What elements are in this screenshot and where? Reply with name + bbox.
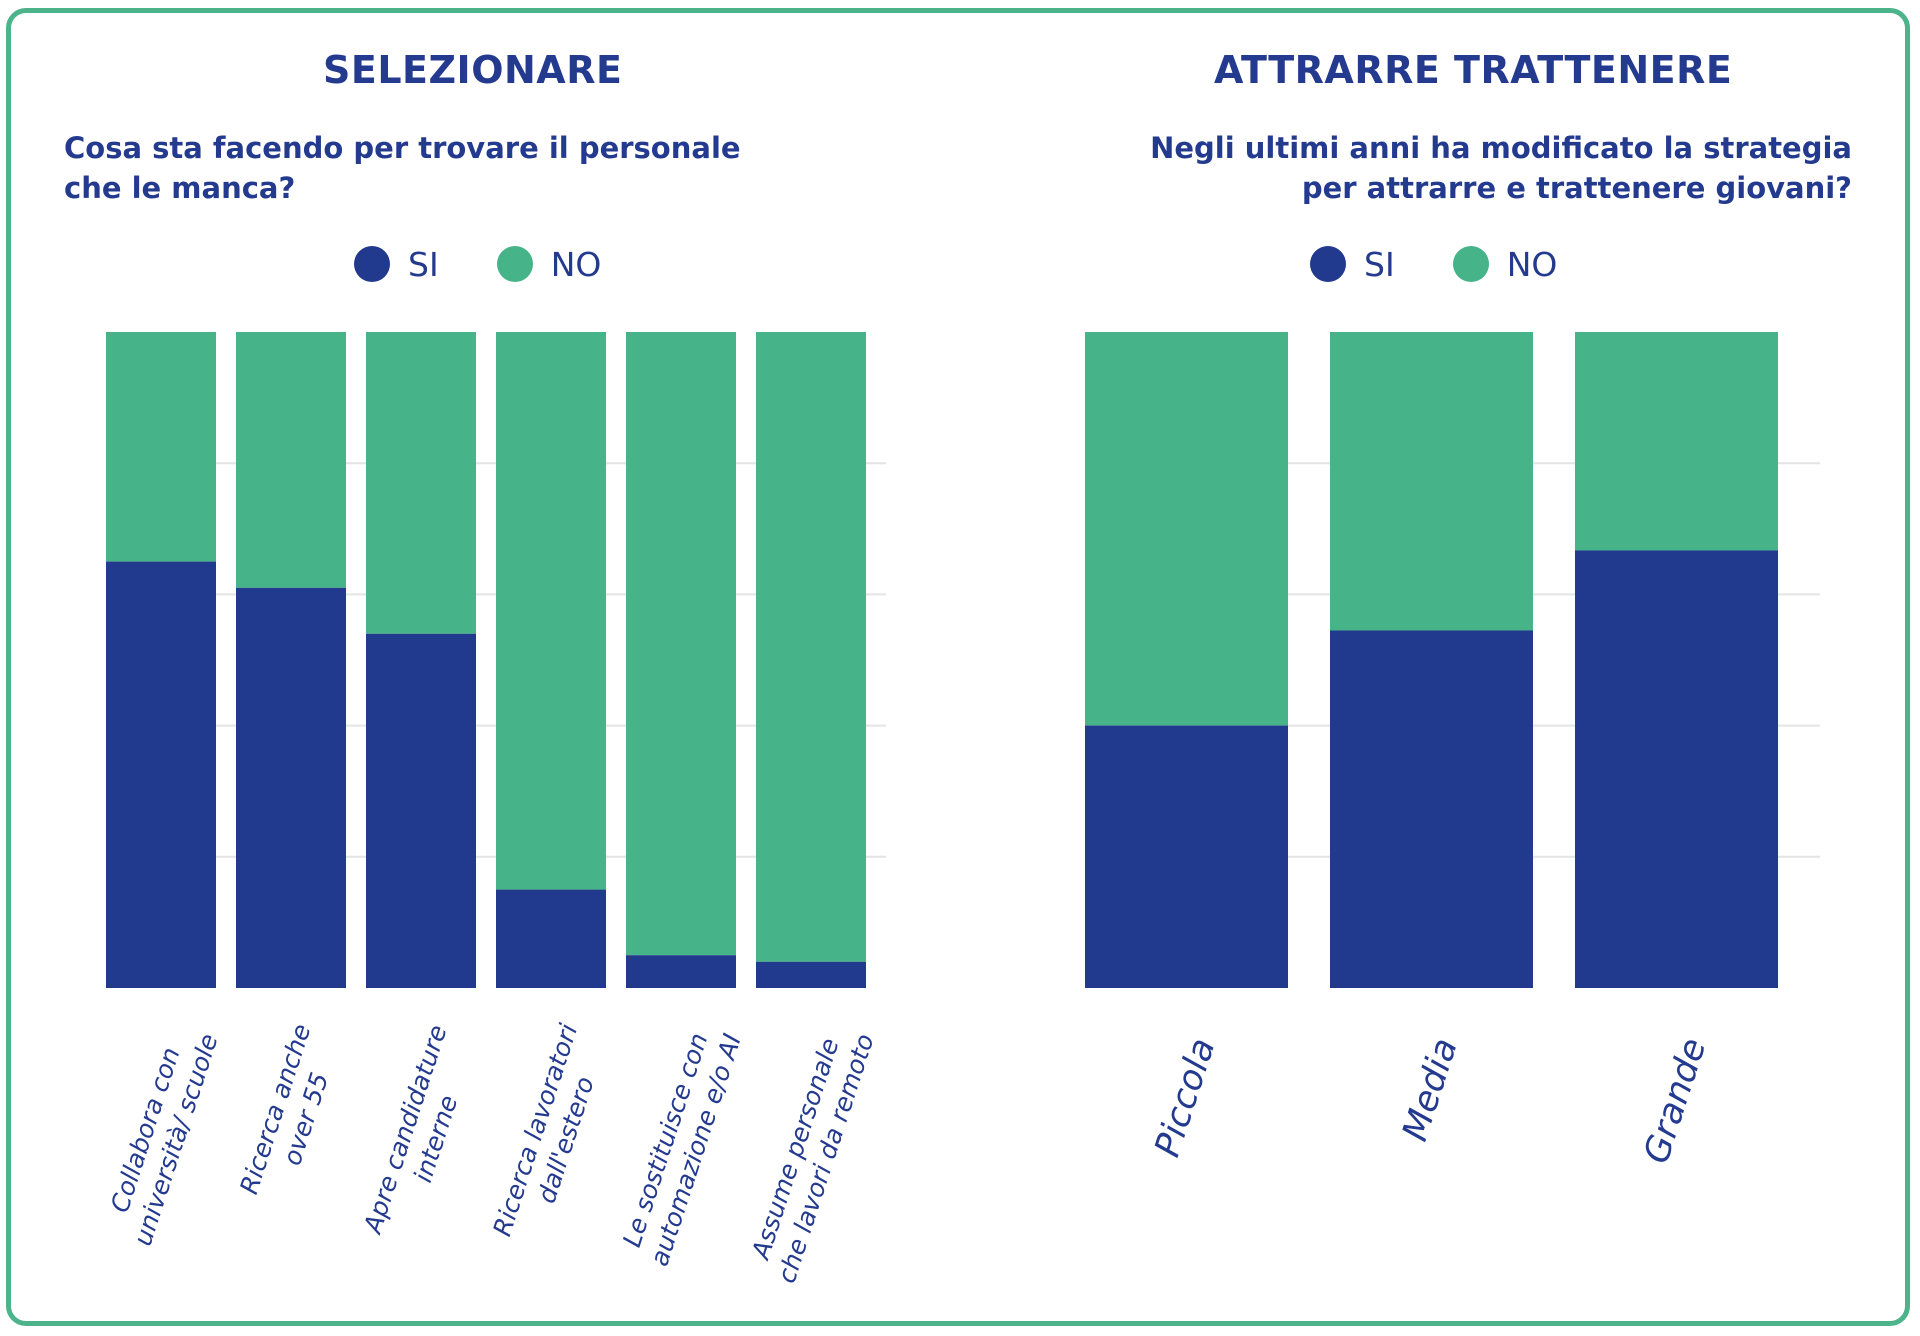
legend-dot-no [1452,246,1489,282]
legend-item-no: NO [496,244,602,284]
left-chart-title: SELEZIONARE [323,48,623,92]
legend-label-si: SI [1364,244,1395,284]
category-label: Piccola [1148,1034,1224,1162]
legend-dot-si [354,246,390,282]
category-label: Ricerca ancheover 55 [234,1020,347,1207]
bar-no [1085,332,1288,726]
bar-si [1575,550,1778,988]
category-label-line: Grande [1637,1034,1715,1169]
legend-label-si: SI [408,244,439,284]
legend-dot-no [496,246,533,282]
category-label: Grande [1637,1034,1715,1169]
legend-label-no: NO [550,244,602,284]
bar-si [366,633,476,988]
bar-si [1085,725,1288,988]
left-subtitle-line-2: che le manca? [64,171,296,205]
legend-item-si: SI [1310,245,1395,284]
right-subtitle-line-2: per attrarre e trattenere giovani? [1301,171,1852,205]
bar-no [1330,332,1533,631]
right-chart-subtitle: Negli ultimi anni ha modificato la strat… [1150,128,1852,208]
bar-si [756,961,866,988]
category-label: Media [1395,1034,1466,1146]
bar-no [236,332,346,588]
bar-si [1330,630,1533,988]
bar-si [106,561,216,988]
bar-no [626,332,736,956]
right-legend: SI NO [1310,242,1615,286]
category-label: Le sostituisce conautomazione e/o AI [614,1020,747,1269]
category-label-line: Media [1395,1034,1466,1146]
bar-no [366,332,476,634]
category-label: Collabora conuniversità/ scuole [97,1020,223,1249]
bar-no [106,332,216,562]
bar-no [1575,332,1778,551]
category-label: Ricerca lavoratoridall'estero [487,1020,613,1249]
bar-si [626,955,736,988]
legend-label-no: NO [1506,244,1558,284]
right-subtitle-line-1: Negli ultimi anni ha modificato la strat… [1150,131,1852,165]
legend-item-si: SI [354,245,439,284]
bar-si [496,889,606,988]
bar-si [236,587,346,988]
legend-item-no: NO [1452,244,1558,284]
category-label: Apre candidatureinterne [357,1021,483,1248]
left-legend: SI NO [354,242,659,286]
bar-no [756,332,866,962]
category-label-line: Piccola [1148,1034,1224,1162]
left-subtitle-line-1: Cosa sta facendo per trovare il personal… [64,131,741,165]
bar-no [496,332,606,890]
legend-dot-si [1310,246,1346,282]
chart-frame [6,8,1910,1326]
left-chart-subtitle: Cosa sta facendo per trovare il personal… [64,128,741,208]
right-chart-title: ATTRARRE TRATTENERE [1214,48,1733,92]
category-label: Assume personaleche lavori da remoto [741,1020,879,1286]
